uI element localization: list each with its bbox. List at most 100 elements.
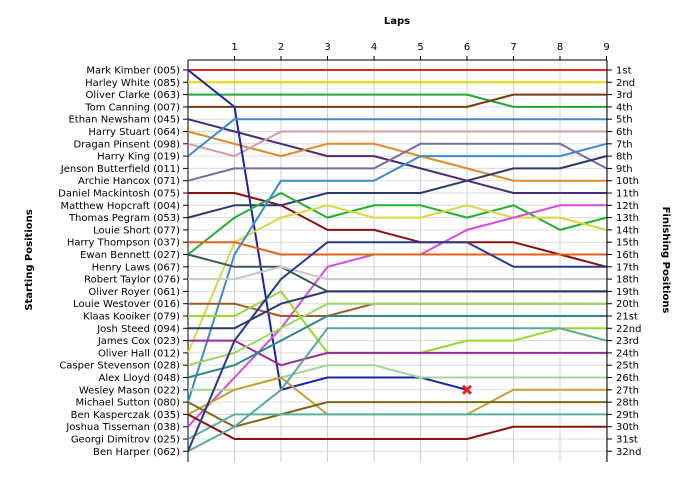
retirement-marker [461, 384, 473, 395]
driver-label: Tom Canning (007) [84, 102, 180, 113]
chart-title: Laps [384, 16, 410, 27]
finishing-label: 25th [616, 361, 639, 372]
y-axis-label-left: Starting Positions [24, 209, 35, 310]
series-line [188, 302, 607, 317]
finishing-label: 1st [616, 66, 632, 77]
series-line [187, 118, 607, 157]
driver-label: Louie Westover (016) [73, 299, 180, 310]
finishing-label: 21st [616, 312, 638, 323]
lap-tick-label: 8 [557, 42, 563, 53]
driver-label: Daniel Mackintosh (075) [58, 189, 180, 200]
finishing-label: 16th [616, 250, 639, 261]
driver-label: Mark Kimber (005) [86, 66, 180, 77]
y-axis-label-right: Finishing Positions [660, 207, 671, 314]
driver-label: Ethan Newsham (045) [68, 115, 180, 126]
driver-label: Alex Lloyd (048) [99, 373, 181, 384]
driver-label: Louie Short (077) [93, 225, 180, 236]
driver-label: Ben Harper (062) [93, 447, 180, 458]
driver-label: Jenson Butterfield (011) [60, 164, 180, 175]
finishing-label: 7th [616, 139, 633, 150]
driver-label: Ewan Bennett (027) [80, 250, 180, 261]
finishing-label: 6th [616, 127, 633, 138]
series-line [187, 413, 607, 440]
series-line [187, 241, 607, 452]
starting-position-labels: Mark Kimber (005)Harley White (085)Olive… [58, 66, 188, 458]
series-line [188, 265, 607, 281]
series-line [188, 192, 607, 268]
finishing-label: 9th [616, 164, 633, 175]
finishing-label: 26th [616, 373, 639, 384]
driver-label: Klaas Kooiker (079) [83, 312, 180, 323]
driver-label: Joshua Tisseman (038) [65, 422, 180, 433]
driver-label: Oliver Royer (061) [88, 287, 180, 298]
driver-label: Oliver Clarke (063) [86, 90, 181, 101]
finishing-label: 14th [616, 225, 639, 236]
series-line [188, 93, 607, 108]
driver-label: Wesley Mason (022) [79, 385, 180, 396]
series-line [187, 315, 607, 379]
driver-label: Josh Steed (094) [96, 324, 180, 335]
series-line [187, 142, 607, 403]
series-line [187, 253, 607, 293]
series-line [188, 241, 607, 256]
finishing-label: 3rd [616, 90, 633, 101]
finishing-label: 8th [616, 152, 633, 163]
series-line [188, 290, 607, 330]
finishing-label: 11th [616, 189, 639, 200]
series-line [187, 376, 607, 416]
finishing-label: 19th [616, 287, 639, 298]
finishing-label: 24th [616, 348, 639, 359]
lap-tick-label: 7 [510, 42, 516, 53]
finishing-label: 2nd [616, 78, 635, 89]
finishing-label: 18th [616, 275, 639, 286]
finishing-label: 12th [616, 201, 639, 212]
lap-tick-label: 9 [603, 42, 609, 53]
series-line [187, 401, 607, 428]
driver-label: Ben Kasperczak (035) [71, 410, 180, 421]
driver-label: Harry King (019) [97, 152, 180, 163]
lap-tick-label: 2 [278, 42, 284, 53]
series-line [187, 302, 607, 367]
lap-tick-labels: 1 2 3 4 5 6 7 8 9 [231, 42, 610, 60]
driver-label: Michael Sutton (080) [75, 398, 180, 409]
finishing-label: 31st [616, 435, 638, 446]
lap-tick-label: 3 [324, 42, 330, 53]
series-line [187, 204, 607, 354]
driver-label: Harry Thompson (037) [67, 238, 180, 249]
driver-label: Oliver Hall (012) [98, 348, 180, 359]
lap-tick-label: 1 [231, 42, 237, 53]
finishing-label: 20th [616, 299, 639, 310]
finishing-label: 4th [616, 102, 633, 113]
series-line [187, 130, 607, 182]
finishing-label: 15th [616, 238, 639, 249]
finishing-label: 32nd [616, 447, 641, 458]
driver-label: Matthew Hopcraft (004) [60, 201, 180, 212]
finishing-position-labels: 1st2nd3rd4th5th6th7th8th9th10th11th12th1… [607, 66, 641, 458]
finishing-label: 29th [616, 410, 639, 421]
driver-label: Casper Stevenson (028) [59, 361, 180, 372]
driver-label: Georgi Dimitrov (025) [71, 435, 180, 446]
series-line [187, 142, 607, 182]
driver-label: Harley White (085) [85, 78, 180, 89]
driver-label: James Cox (023) [97, 336, 180, 347]
finishing-label: 17th [616, 262, 639, 273]
series-line [187, 118, 607, 194]
driver-label: Dragan Pinsent (098) [73, 139, 180, 150]
series-line [188, 93, 607, 108]
driver-label: Robert Taylor (076) [84, 275, 180, 286]
driver-label: Henry Laws (067) [92, 262, 180, 273]
finishing-label: 10th [616, 176, 639, 187]
series-line [187, 130, 607, 158]
driver-label: Thomas Pegram (053) [68, 213, 180, 224]
finishing-label: 22nd [616, 324, 641, 335]
lap-tick-label: 4 [371, 42, 377, 53]
finishing-label: 23rd [616, 336, 639, 347]
series-line [187, 327, 607, 453]
finishing-label: 13th [616, 213, 639, 224]
series-lines [187, 69, 607, 453]
finishing-label: 30th [616, 422, 639, 433]
driver-label: Harry Stuart (064) [88, 127, 180, 138]
finishing-label: 27th [616, 385, 639, 396]
lap-tick-label: 5 [417, 42, 423, 53]
